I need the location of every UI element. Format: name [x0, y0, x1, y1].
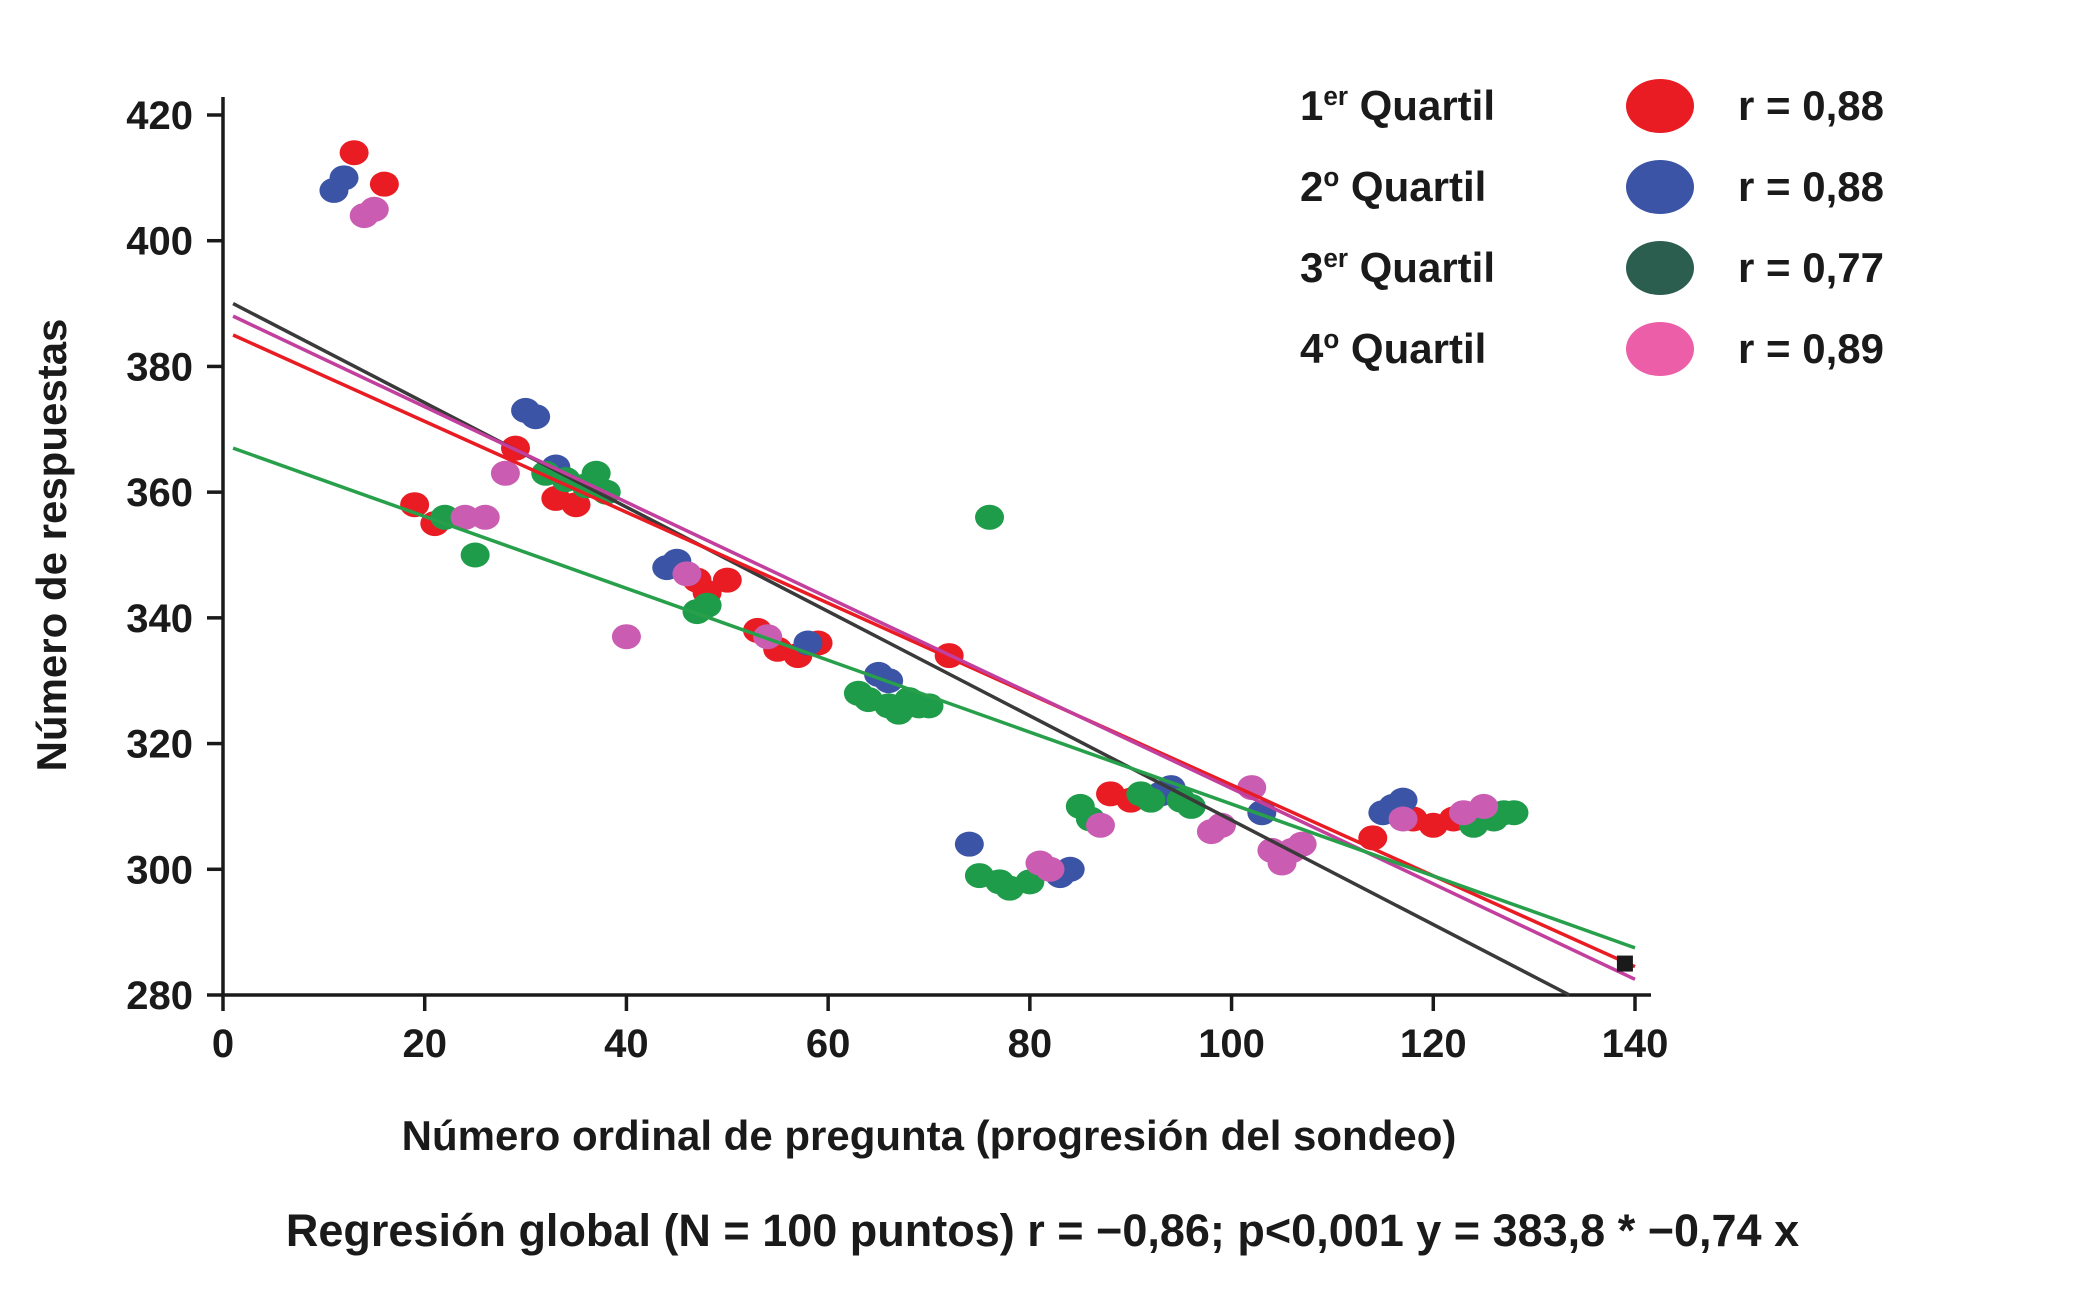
y-tick-label: 340: [126, 597, 193, 641]
data-point: [1176, 793, 1206, 819]
x-tick-label: 40: [604, 1022, 649, 1066]
x-tick-label: 20: [402, 1022, 447, 1066]
data-point: [611, 624, 641, 650]
legend-swatch-q4: [1626, 321, 1694, 376]
data-point: [712, 567, 742, 593]
regression-caption: Regresión global (N = 100 puntos) r = −0…: [285, 1205, 1800, 1256]
y-tick-label: 400: [126, 220, 193, 264]
data-point: [329, 165, 359, 191]
data-point: [470, 504, 500, 530]
legend-r-q3: r = 0,77: [1738, 243, 1884, 291]
legend-r-q2: r = 0,88: [1738, 162, 1884, 210]
legend-label-q3: 3er Quartil: [1300, 243, 1495, 291]
legend-item-q4: 4o Quartil r = 0,89: [1300, 321, 1884, 376]
regression-line: [232, 446, 1636, 950]
data-point: [975, 504, 1005, 530]
data-point: [692, 592, 722, 618]
x-tick-label: 60: [806, 1022, 851, 1066]
legend-r-q4: r = 0,89: [1738, 324, 1884, 372]
x-tick-label: 0: [212, 1022, 234, 1066]
y-tick-label: 360: [126, 471, 193, 515]
data-point: [369, 171, 399, 197]
data-point: [490, 460, 520, 486]
legend-label-q2: 2o Quartil: [1300, 162, 1487, 210]
data-point: [561, 492, 591, 518]
data-point: [581, 460, 611, 486]
x-tick-label: 120: [1400, 1022, 1467, 1066]
x-tick-label: 80: [1008, 1022, 1053, 1066]
legend-item-q3: 3er Quartil r = 0,77: [1300, 240, 1884, 295]
y-tick-label: 300: [126, 848, 193, 892]
legend-swatch-q3: [1626, 240, 1694, 295]
legend: 1er Quartil r = 0,88 2o Quartil r = 0,88…: [1300, 78, 1884, 402]
regression-line: [232, 314, 1636, 981]
legend-swatch-q1: [1626, 78, 1694, 133]
y-tick-label: 380: [126, 345, 193, 389]
data-point: [1388, 787, 1418, 813]
data-point: [1358, 825, 1388, 851]
data-point: [521, 404, 551, 430]
legend-item-q1: 1er Quartil r = 0,88: [1300, 78, 1884, 133]
legend-label-q1: 1er Quartil: [1300, 81, 1495, 129]
data-point: [1136, 787, 1166, 813]
data-point: [1469, 793, 1499, 819]
legend-item-q2: 2o Quartil r = 0,88: [1300, 159, 1884, 214]
data-point: [1015, 869, 1045, 895]
data-point: [460, 542, 490, 568]
data-point: [954, 831, 984, 857]
data-point: [359, 196, 389, 222]
data-point: [1035, 856, 1065, 882]
y-tick-label: 280: [126, 974, 193, 1018]
x-axis-label: Número ordinal de pregunta (progresión d…: [401, 1112, 1457, 1159]
regression-line: [232, 333, 1636, 969]
y-tick-label: 420: [126, 94, 193, 138]
legend-swatch-q2: [1626, 159, 1694, 214]
x-tick-label: 100: [1198, 1022, 1265, 1066]
data-point: [1388, 806, 1418, 832]
data-point: [430, 504, 460, 530]
data-point: [450, 504, 480, 530]
data-point: [672, 561, 702, 587]
data-point: [1287, 831, 1317, 857]
x-tick-label: 140: [1602, 1022, 1669, 1066]
y-tick-label: 320: [126, 723, 193, 767]
legend-label-q4: 4o Quartil: [1300, 324, 1487, 372]
legend-r-q1: r = 0,88: [1738, 81, 1884, 129]
data-point: [1055, 856, 1085, 882]
regression-line: [232, 302, 1571, 997]
data-point: [1499, 800, 1529, 826]
end-marker: [1616, 955, 1633, 972]
data-point: [1085, 812, 1115, 838]
data-point: [339, 140, 369, 166]
